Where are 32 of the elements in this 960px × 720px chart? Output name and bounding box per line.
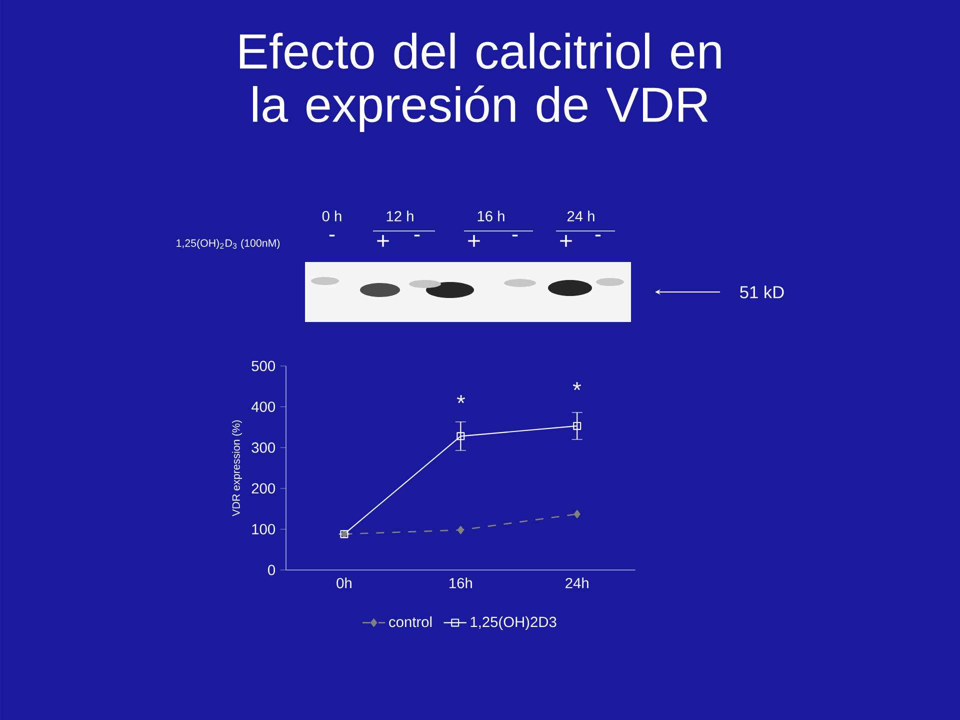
y-tick-label: 0 <box>268 564 276 576</box>
point <box>574 510 580 518</box>
y-tick-label: 500 <box>252 360 276 372</box>
text: 51 kD <box>740 286 784 298</box>
text: - <box>512 234 518 236</box>
text: 16 h <box>478 210 504 222</box>
x-tick-label: 0h <box>336 578 352 588</box>
text: + <box>377 235 389 247</box>
y-tick-label: 200 <box>252 483 276 494</box>
text: - <box>414 234 420 236</box>
point <box>573 422 582 430</box>
point <box>456 432 465 440</box>
text: + <box>468 235 480 247</box>
y-axis-title: VDR expression (%) <box>232 420 242 516</box>
legend-label: control <box>389 616 432 628</box>
text: 12 h <box>386 210 414 222</box>
text: - <box>595 234 601 236</box>
text: 24 h <box>567 210 594 222</box>
text: + <box>560 235 572 247</box>
annotation: * <box>456 395 466 404</box>
text: 0 h <box>322 210 342 222</box>
chart-title: Efecto del calcitriol en la expresión de VDR <box>240 32 721 132</box>
y-tick-label: 400 <box>251 402 276 412</box>
point <box>457 526 464 534</box>
x-tick-label: 16h <box>450 578 472 588</box>
x-tick-label: 24h <box>566 578 588 588</box>
text: - <box>329 234 335 236</box>
y-tick-label: 100 <box>252 524 276 534</box>
text: 1,25(OH)$_{2}$D$_{3}$ (100nM) <box>176 239 280 249</box>
legend-label: 1,25(OH)2D3 <box>470 616 556 630</box>
annotation: * <box>572 382 582 390</box>
y-tick-label: 300 <box>252 442 276 453</box>
